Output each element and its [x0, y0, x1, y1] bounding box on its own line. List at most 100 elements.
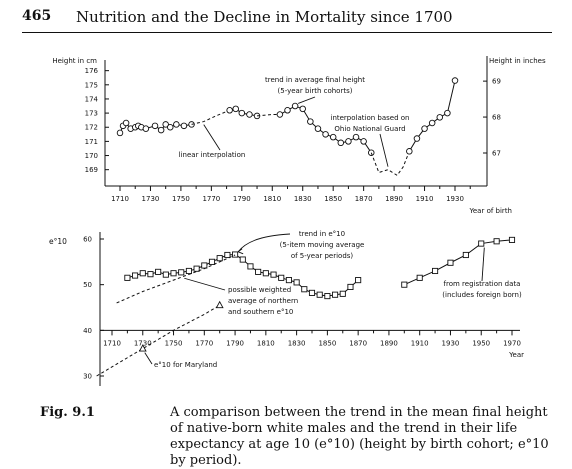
bottom-x-tick-label-12: 1950 — [472, 339, 490, 347]
caption-label: Fig. 9.1 — [40, 405, 95, 420]
caption-text: A comparison between the trend in the me… — [170, 405, 549, 468]
top-series-4-point-7 — [329, 133, 337, 141]
bottom-series-0-point-7 — [178, 269, 185, 276]
bottom-series-0-point-20 — [278, 274, 285, 281]
top-series-4-point-3 — [299, 105, 306, 113]
bottom-y-tick-label-0: 60 — [83, 236, 92, 244]
top-series-6-point-2 — [421, 125, 428, 132]
top-series-4-point-1 — [284, 107, 291, 114]
top-x-tick-label-9: 1890 — [385, 195, 403, 203]
top-series-6-point-3 — [428, 119, 436, 127]
bottom-y-tick-label-3: 30 — [83, 373, 92, 381]
top-x-tick-label-6: 1830 — [294, 195, 312, 203]
bottom-series-0-point-25 — [316, 291, 323, 298]
bottom-x-tick-label-0: 1710 — [103, 339, 121, 347]
top-series-4-point-10 — [352, 133, 360, 141]
top-series-4-point-5 — [314, 125, 322, 132]
top-y-right-tick-label-1: 68 — [492, 114, 501, 122]
top-y-right-tick-label-2: 67 — [492, 149, 501, 157]
figure: 176 175 174 173 172 171 170 169 69 68 67 1710 1730 17… — [49, 56, 546, 386]
bottom-annotation-registration-pointer — [481, 247, 485, 282]
bottom-annotation-weighted-line3: and southern e°10 — [228, 308, 293, 316]
bottom-x-tick-label-3: 1770 — [195, 339, 213, 347]
bottom-annotation-maryland: e°10 for Maryland — [154, 361, 217, 369]
top-series-0-point-10 — [162, 121, 169, 128]
top-series-2-point-0 — [226, 107, 233, 114]
top-series-2-point-1 — [232, 105, 239, 113]
bottom-series-0-point-5 — [162, 271, 169, 278]
top-series-6-point-4 — [436, 114, 444, 121]
bottom-ylabel: e°10 — [49, 237, 67, 246]
top-x-tick-label-1: 1730 — [142, 195, 160, 203]
bottom-series-4-point-2 — [432, 267, 439, 275]
bottom-series-3-triangle-0 — [138, 344, 147, 352]
top-series-4-point-8 — [337, 139, 345, 147]
bottom-x-tick-label-8: 1870 — [349, 339, 367, 347]
bottom-series-0-point-26 — [324, 293, 331, 300]
bottom-series-0-point-14 — [232, 251, 239, 258]
bottom-series-0-point-19 — [270, 271, 277, 278]
bottom-series-2-dashed-line — [96, 304, 220, 377]
bottom-x-tick-label-6: 1830 — [288, 339, 306, 347]
bottom-annotation-weighted-line1: possible weighted — [228, 286, 291, 294]
bottom-series-4-point-1 — [416, 274, 423, 281]
top-series-0-point-9 — [157, 126, 165, 134]
bottom-x-tick-label-10: 1910 — [411, 339, 429, 347]
top-x-tick-label-0: 1710 — [111, 195, 129, 203]
bottom-x-tick-label-11: 1930 — [442, 339, 460, 347]
top-series-2-point-3 — [246, 111, 253, 118]
top-xlabel: Year of birth — [469, 207, 512, 215]
top-y-tick-label-1: 175 — [85, 81, 98, 89]
bottom-xlabel: Year — [508, 351, 524, 359]
bottom-series-0-point-11 — [208, 258, 216, 265]
bottom-series-1-dashed-line — [116, 254, 236, 304]
top-series-4-point-0 — [276, 111, 284, 118]
top-ylabel-right: Height in inches — [489, 57, 546, 65]
bottom-series-0-point-28 — [339, 290, 346, 297]
bottom-annotation-weighted-line2: average of northern — [228, 297, 298, 305]
bottom-series-0-point-4 — [155, 268, 162, 275]
bottom-series-0-point-1 — [132, 272, 139, 279]
top-series-2-point-2 — [238, 109, 246, 117]
bottom-x-tick-label-1: 1730 — [134, 339, 152, 347]
top-series-0-point-13 — [180, 122, 188, 130]
top-series-4-point-9 — [345, 138, 352, 145]
top-series-0-point-2 — [122, 119, 130, 127]
bottom-annotation-weighted-pointer — [184, 277, 226, 291]
bottom-series-0-point-24 — [308, 289, 316, 296]
top-annotation-ohio-pointer — [379, 133, 389, 167]
bottom-series-0-point-18 — [262, 270, 269, 277]
top-y-tick-label-7: 169 — [85, 166, 98, 174]
bottom-series-0-point-10 — [201, 262, 208, 269]
top-series-5-dashed-line — [370, 151, 410, 177]
top-y-tick-label-5: 171 — [85, 138, 98, 146]
top-x-tick-label-8: 1870 — [355, 195, 373, 203]
top-x-tick-label-2: 1750 — [172, 195, 190, 203]
top-y-right-tick-label-0: 69 — [492, 78, 501, 86]
bottom-series-4-point-7 — [508, 236, 516, 243]
bottom-series-4-point-5 — [478, 240, 485, 247]
top-series-6-point-6 — [451, 77, 459, 84]
top-y-tick-label-3: 173 — [85, 110, 98, 118]
top-series-4-point-4 — [307, 118, 314, 125]
top-annotation-linear-pointer — [203, 124, 221, 151]
top-ylabel: Height in cm — [52, 57, 97, 65]
bottom-series-0-point-12 — [216, 255, 223, 262]
bottom-x-tick-label-13: 1970 — [503, 339, 521, 347]
top-annotation-trend-line1: trend in average final height — [265, 76, 365, 84]
top-series-1-dashed-line — [191, 109, 230, 125]
top-series-0-point-0 — [116, 129, 124, 137]
bottom-series-0-point-6 — [170, 270, 177, 277]
top-series-4-point-6 — [322, 131, 329, 138]
running-title: Nutrition and the Decline in Mortality s… — [76, 8, 453, 26]
top-series-3-dashed-line — [256, 114, 280, 117]
bottom-annotation-trend-line3: of 5-year periods) — [291, 252, 354, 260]
bottom-series-0-point-29 — [347, 283, 354, 291]
bottom-series-0-point-30 — [355, 277, 362, 284]
top-annotation-ohio-line1: interpolation based on — [331, 114, 410, 122]
bottom-x-tick-label-9: 1890 — [380, 339, 398, 347]
bottom-series-0-point-0 — [124, 274, 131, 281]
bottom-series-0-point-13 — [224, 251, 231, 259]
bottom-series-0-point-2 — [139, 270, 146, 277]
bottom-annotation-registration-line1: from registration data — [444, 280, 521, 288]
